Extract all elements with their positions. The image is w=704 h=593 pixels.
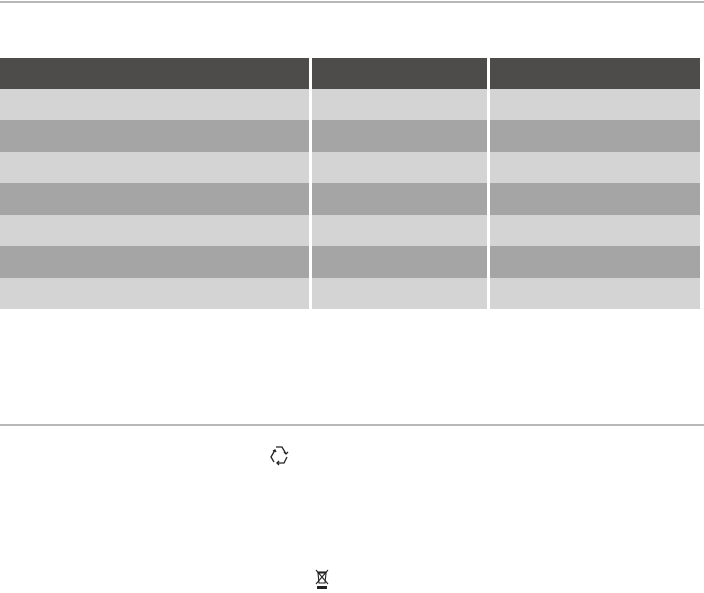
cell [490, 246, 700, 278]
cell [0, 246, 309, 278]
header-cell [312, 58, 487, 89]
row [0, 215, 700, 246]
cell [490, 89, 700, 120]
header-cell [490, 58, 700, 89]
row [0, 152, 700, 183]
cell [490, 120, 700, 152]
row [0, 246, 700, 278]
cell [0, 120, 309, 152]
header-cell [0, 58, 309, 89]
row [0, 278, 700, 309]
cell [0, 278, 309, 309]
row [0, 89, 700, 120]
header-row [0, 58, 700, 89]
row [0, 183, 700, 215]
cell [0, 215, 309, 246]
cell [312, 120, 487, 152]
recycle-icon [270, 446, 289, 466]
cell [490, 278, 700, 309]
cell [490, 215, 700, 246]
cell [0, 183, 309, 215]
cell [312, 246, 487, 278]
cell [490, 152, 700, 183]
row [0, 120, 700, 152]
weee-bin-icon [315, 569, 329, 589]
cell [490, 183, 700, 215]
cell [312, 183, 487, 215]
cell [312, 278, 487, 309]
cell [312, 89, 487, 120]
cell [312, 152, 487, 183]
table [0, 58, 700, 309]
cell [312, 215, 487, 246]
cell [0, 152, 309, 183]
cell [0, 89, 309, 120]
